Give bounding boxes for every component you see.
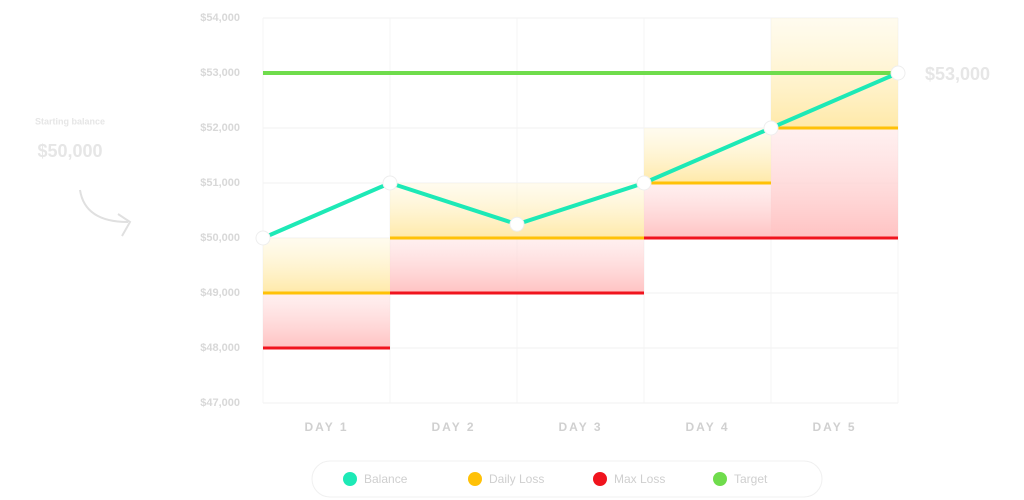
balance-point: [382, 175, 398, 191]
x-tick-label: DAY 3: [558, 420, 602, 434]
max-loss-zone: [517, 238, 644, 293]
y-tick-label: $50,000: [200, 232, 240, 244]
balance-line: [262, 71, 899, 240]
legend-label: Max Loss: [614, 472, 665, 486]
max-loss-zone: [390, 238, 517, 293]
max-loss-zone: [263, 293, 390, 348]
daily-loss-zone: [263, 238, 390, 293]
daily-loss-zone: [390, 183, 517, 238]
max-loss-zone: [644, 183, 771, 238]
legend-swatch: [468, 472, 482, 486]
balance-point: [890, 65, 906, 81]
start-value: $50,000: [37, 141, 102, 161]
y-tick-label: $52,000: [200, 122, 240, 134]
legend-swatch: [713, 472, 727, 486]
balance-point: [636, 175, 652, 191]
end-value: $53,000: [925, 64, 990, 84]
legend: [311, 460, 823, 498]
legend-label: Target: [734, 472, 768, 486]
daily-loss-zone: [517, 183, 644, 238]
start-label: Starting balance: [35, 116, 105, 126]
legend-swatch: [343, 472, 357, 486]
arrow-head: [117, 213, 132, 237]
legend-label: Daily Loss: [489, 472, 544, 486]
x-tick-label: DAY 2: [431, 420, 475, 434]
y-tick-label: $54,000: [200, 12, 240, 24]
x-tick-label: DAY 5: [812, 420, 856, 434]
y-tick-label: $49,000: [200, 287, 240, 299]
balance-point: [763, 120, 779, 136]
y-tick-label: $53,000: [200, 67, 240, 79]
x-tick-label: DAY 4: [685, 420, 729, 434]
balance-point: [255, 230, 271, 246]
y-tick-label: $47,000: [200, 397, 240, 409]
legend-swatch: [593, 472, 607, 486]
y-tick-label: $48,000: [200, 342, 240, 354]
max-loss-zone: [771, 128, 898, 238]
arrow: [79, 189, 129, 223]
x-tick-label: DAY 1: [304, 420, 348, 434]
y-tick-label: $51,000: [200, 177, 240, 189]
balance-point: [509, 216, 525, 232]
legend-label: Balance: [364, 472, 408, 486]
